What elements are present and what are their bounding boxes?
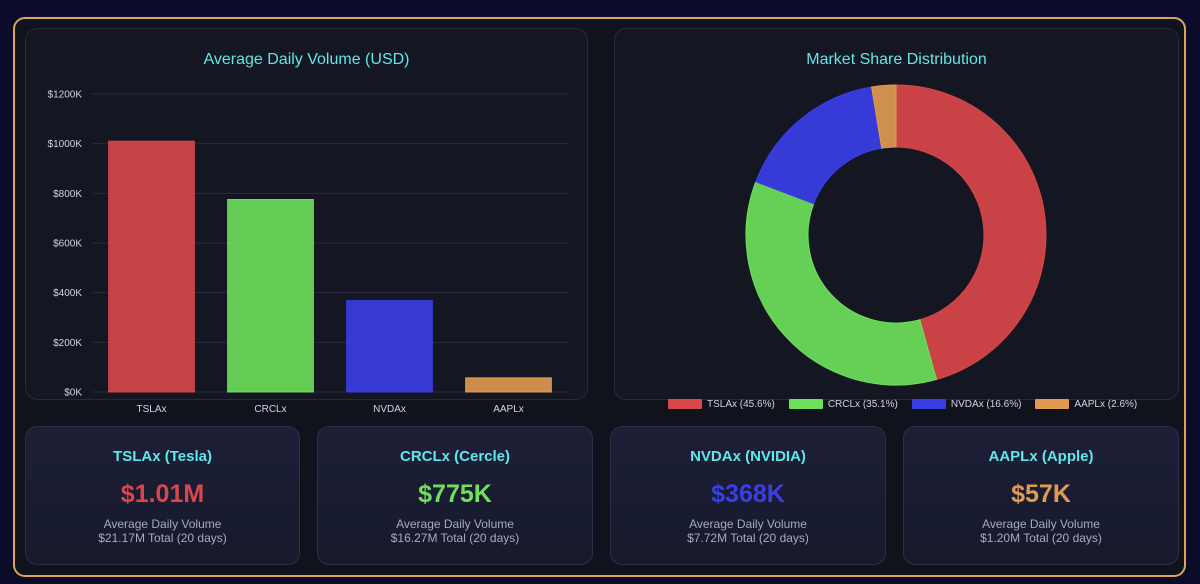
legend-swatch-tslax xyxy=(668,399,702,409)
pie-chart-title: Market Share Distribution xyxy=(806,51,987,68)
card-value: $775K xyxy=(418,480,492,508)
legend-swatch-crclx xyxy=(788,399,823,409)
card-subtitle: Average Daily Volume xyxy=(396,517,514,531)
legend-swatch-aaplx xyxy=(1035,399,1070,409)
x-tick-label: AAPLx xyxy=(493,404,524,415)
y-tick-label: $600K xyxy=(53,239,82,250)
card-total: $1.20M Total (20 days) xyxy=(980,531,1102,545)
stat-card-crclx: CRCLx (Cercle) $775K Average Daily Volum… xyxy=(317,426,593,565)
slice-aaplx[interactable] xyxy=(871,84,897,149)
stat-card-nvdax: NVDAx (NVIDIA) $368K Average Daily Volum… xyxy=(610,426,886,565)
legend-label-tslax: TSLAx (45.6%) xyxy=(707,398,775,410)
stat-card-tslax: TSLAx (Tesla) $1.01M Average Daily Volum… xyxy=(25,426,300,565)
y-tick-label: $400K xyxy=(53,288,82,299)
slice-tslax[interactable] xyxy=(895,84,1047,381)
card-value: $368K xyxy=(711,480,785,508)
card-total: $21.17M Total (20 days) xyxy=(98,531,227,545)
bar-chart-title: Average Daily Volume (USD) xyxy=(203,51,410,68)
legend-label-aaplx: AAPLx (2.6%) xyxy=(1074,398,1138,410)
slice-crclx[interactable] xyxy=(745,181,938,386)
x-tick-label: CRCLx xyxy=(254,404,286,415)
pie-legend: TSLAx (45.6%) CRCLx (35.1%) NVDAx (16.6%… xyxy=(668,397,1137,411)
card-subtitle: Average Daily Volume xyxy=(103,517,222,531)
bar-tslax[interactable] xyxy=(108,140,195,393)
bar-chart: $0K $200K $400K $600K $800K $1000K $1200K TSLAx… xyxy=(48,90,568,415)
donut-chart xyxy=(745,84,1047,386)
bar-crclx[interactable] xyxy=(227,199,314,393)
legend-label-crclx: CRCLx (35.1%) xyxy=(827,398,898,410)
legend-item-aaplx[interactable]: AAPLx (2.6%) xyxy=(1035,397,1137,411)
card-total: $16.27M Total (20 days) xyxy=(390,531,520,545)
card-subtitle: Average Daily Volume xyxy=(689,517,807,531)
card-title: AAPLx (Apple) xyxy=(988,448,1094,465)
card-title: NVDAx (NVIDIA) xyxy=(690,448,806,465)
y-tick-label: $0K xyxy=(64,388,82,399)
legend-label-nvdax: NVDAx (16.6%) xyxy=(950,398,1022,410)
bar-nvdax[interactable] xyxy=(346,300,433,393)
legend-item-tslax[interactable]: TSLAx (45.6%) xyxy=(668,397,775,411)
y-tick-label: $1200K xyxy=(48,90,83,101)
x-tick-label: TSLAx xyxy=(136,404,166,415)
card-total: $7.72M Total (20 days) xyxy=(687,531,809,545)
bar-aaplx[interactable] xyxy=(465,377,552,393)
legend-item-nvdax[interactable]: NVDAx (16.6%) xyxy=(911,397,1022,411)
y-tick-label: $800K xyxy=(53,189,82,200)
y-tick-label: $200K xyxy=(53,338,82,349)
card-value: $1.01M xyxy=(120,480,205,508)
card-value: $57K xyxy=(1011,480,1071,508)
card-title: TSLAx (Tesla) xyxy=(113,448,212,465)
stat-card-aaplx: AAPLx (Apple) $57K Average Daily Volume … xyxy=(903,426,1179,565)
legend-item-crclx[interactable]: CRCLx (35.1%) xyxy=(788,397,898,411)
card-title: CRCLx (Cercle) xyxy=(399,448,511,465)
y-tick-label: $1000K xyxy=(48,139,83,150)
legend-swatch-nvdax xyxy=(911,399,946,409)
card-subtitle: Average Daily Volume xyxy=(982,517,1100,531)
x-tick-label: NVDAx xyxy=(373,404,406,415)
slice-nvdax[interactable] xyxy=(755,86,883,205)
pie-chart-panel: Market Share Distribution xyxy=(614,28,1179,400)
